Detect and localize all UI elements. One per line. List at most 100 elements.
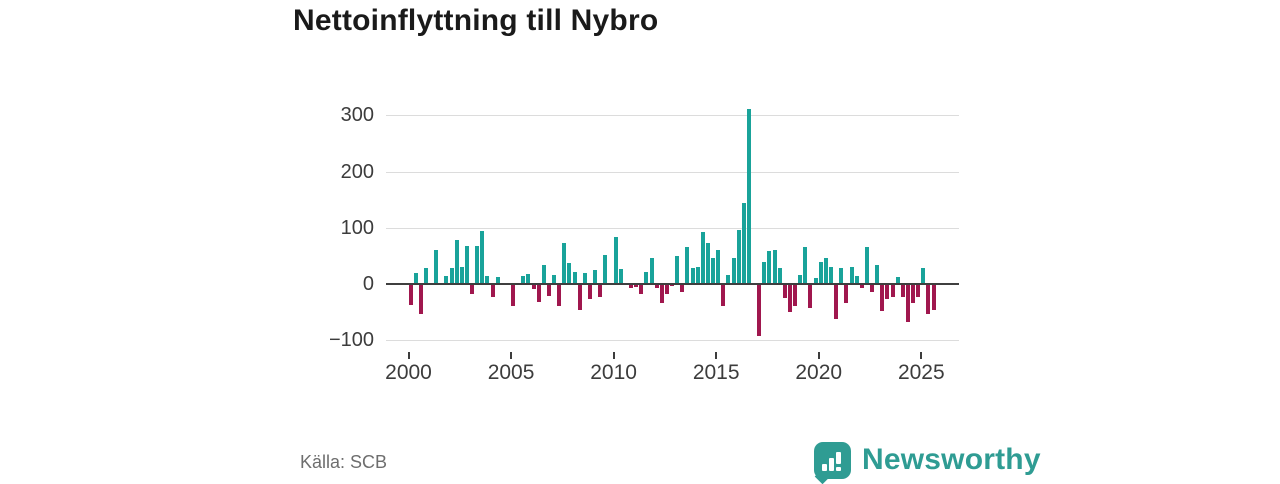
bar-2019-Q4: [813, 278, 818, 284]
bar-2025-Q3: [931, 284, 936, 310]
bar-2005-Q1: [511, 284, 516, 307]
bar-2014-Q1: [695, 266, 700, 284]
x-axis-tick: [715, 352, 718, 359]
bar-2011-Q2: [639, 284, 644, 294]
x-axis-tick-label: 2025: [897, 361, 945, 384]
bar-2024-Q4: [916, 284, 921, 297]
y-axis-tick-label: 0: [362, 273, 374, 295]
bar-2002-Q1: [449, 267, 454, 284]
bar-2022-Q3: [870, 284, 875, 292]
bar-2022-Q4: [875, 264, 880, 284]
bar-2009-Q3: [603, 254, 608, 284]
source-caption: Källa: SCB: [300, 452, 388, 472]
bar-2002-Q2: [454, 239, 459, 284]
x-axis-tick: [920, 352, 923, 359]
bar-2015-Q4: [731, 257, 736, 284]
x-axis-tick-label: 2020: [795, 361, 843, 384]
bar-2017-Q4: [772, 249, 777, 284]
chart-title: Nettoinflyttning till Nybro: [293, 4, 659, 37]
bar-2004-Q2: [495, 276, 500, 284]
bar-2017-Q3: [767, 250, 772, 284]
bar-2020-Q3: [828, 267, 833, 284]
bar-2003-Q2: [475, 245, 480, 284]
logo-exclamation-stem: [836, 451, 841, 464]
bar-2018-Q1: [777, 267, 782, 284]
newsworthy-wordmark: Newsworthy: [862, 443, 1041, 476]
bar-2011-Q1: [634, 284, 639, 288]
bar-2024-Q3: [911, 284, 916, 304]
bar-2024-Q2: [905, 284, 910, 322]
x-axis-tick: [817, 352, 820, 359]
newsworthy-speech-bubble-bar-chart-icon: [814, 441, 851, 484]
bar-2009-Q2: [598, 284, 603, 297]
bar-2014-Q4: [711, 258, 716, 284]
bar-2010-Q4: [629, 284, 633, 289]
bar-2006-Q2: [536, 284, 541, 302]
bar-2018-Q2: [782, 284, 787, 299]
bar-2020-Q2: [823, 258, 828, 284]
bar-2025-Q1: [921, 268, 926, 284]
x-axis-tick-label: 2000: [385, 361, 432, 384]
bar-2016-Q1: [736, 230, 741, 284]
bar-2019-Q2: [803, 246, 808, 284]
bar-2006-Q3: [541, 264, 546, 284]
bar-2013-Q4: [690, 268, 695, 284]
bar-2007-Q2: [557, 284, 562, 306]
bar-2022-Q2: [864, 247, 869, 284]
x-axis-tick-label: 2005: [487, 361, 535, 384]
y-gridline: [386, 340, 959, 342]
bar-2005-Q4: [526, 274, 531, 284]
speech-bubble-tail: [814, 468, 831, 484]
bar-2019-Q3: [808, 284, 813, 309]
bar-2007-Q1: [552, 275, 557, 284]
bar-2016-Q3: [746, 109, 751, 284]
bar-2008-Q2: [577, 284, 582, 310]
bar-2001-Q2: [434, 250, 439, 284]
bar-2015-Q2: [721, 284, 726, 307]
bar-2000-Q4: [423, 268, 428, 284]
bar-2000-Q2: [413, 273, 418, 284]
logo-bar-medium: [829, 457, 834, 471]
bar-2007-Q3: [562, 242, 567, 284]
bar-2023-Q2: [885, 284, 890, 300]
bar-2013-Q2: [680, 284, 685, 292]
bar-2025-Q2: [926, 284, 931, 315]
bar-2012-Q3: [664, 284, 669, 294]
bar-2021-Q2: [844, 284, 849, 304]
bar-2020-Q4: [834, 284, 839, 319]
bar-2021-Q3: [849, 267, 854, 284]
x-axis-tick-label: 2010: [590, 361, 637, 384]
x-axis-tick-label: 2015: [692, 361, 740, 384]
newsworthy-logo: Newsworthy: [814, 440, 1041, 484]
bar-2019-Q1: [798, 275, 803, 284]
zero-axis-line: [386, 283, 959, 285]
bar-2021-Q4: [854, 275, 859, 284]
bar-2001-Q4: [444, 276, 449, 284]
x-axis-tick: [612, 352, 615, 359]
bar-2010-Q2: [618, 269, 623, 284]
bar-2008-Q3: [582, 272, 587, 284]
bar-2024-Q1: [900, 284, 905, 298]
bar-2006-Q4: [546, 284, 551, 296]
bar-2009-Q1: [593, 269, 598, 284]
bar-2018-Q3: [787, 284, 792, 313]
bar-2007-Q4: [567, 263, 572, 284]
y-gridline: [386, 171, 959, 173]
bar-2003-Q3: [480, 230, 485, 284]
bar-2018-Q4: [793, 284, 798, 307]
bar-2008-Q1: [572, 271, 577, 284]
y-axis-tick-label: 300: [340, 104, 374, 127]
bar-2023-Q1: [880, 284, 885, 311]
bar-2021-Q1: [839, 268, 844, 284]
bar-2012-Q4: [670, 284, 675, 287]
bar-2014-Q3: [705, 242, 710, 284]
bar-2003-Q4: [485, 275, 490, 284]
bar-2015-Q1: [716, 250, 721, 284]
bar-2022-Q1: [859, 284, 864, 289]
bar-2023-Q4: [895, 276, 900, 284]
bar-2010-Q1: [613, 237, 618, 284]
y-gridline: [386, 115, 959, 117]
bar-2015-Q3: [726, 275, 731, 284]
bar-2004-Q1: [490, 284, 495, 298]
bar-2017-Q2: [762, 261, 767, 284]
